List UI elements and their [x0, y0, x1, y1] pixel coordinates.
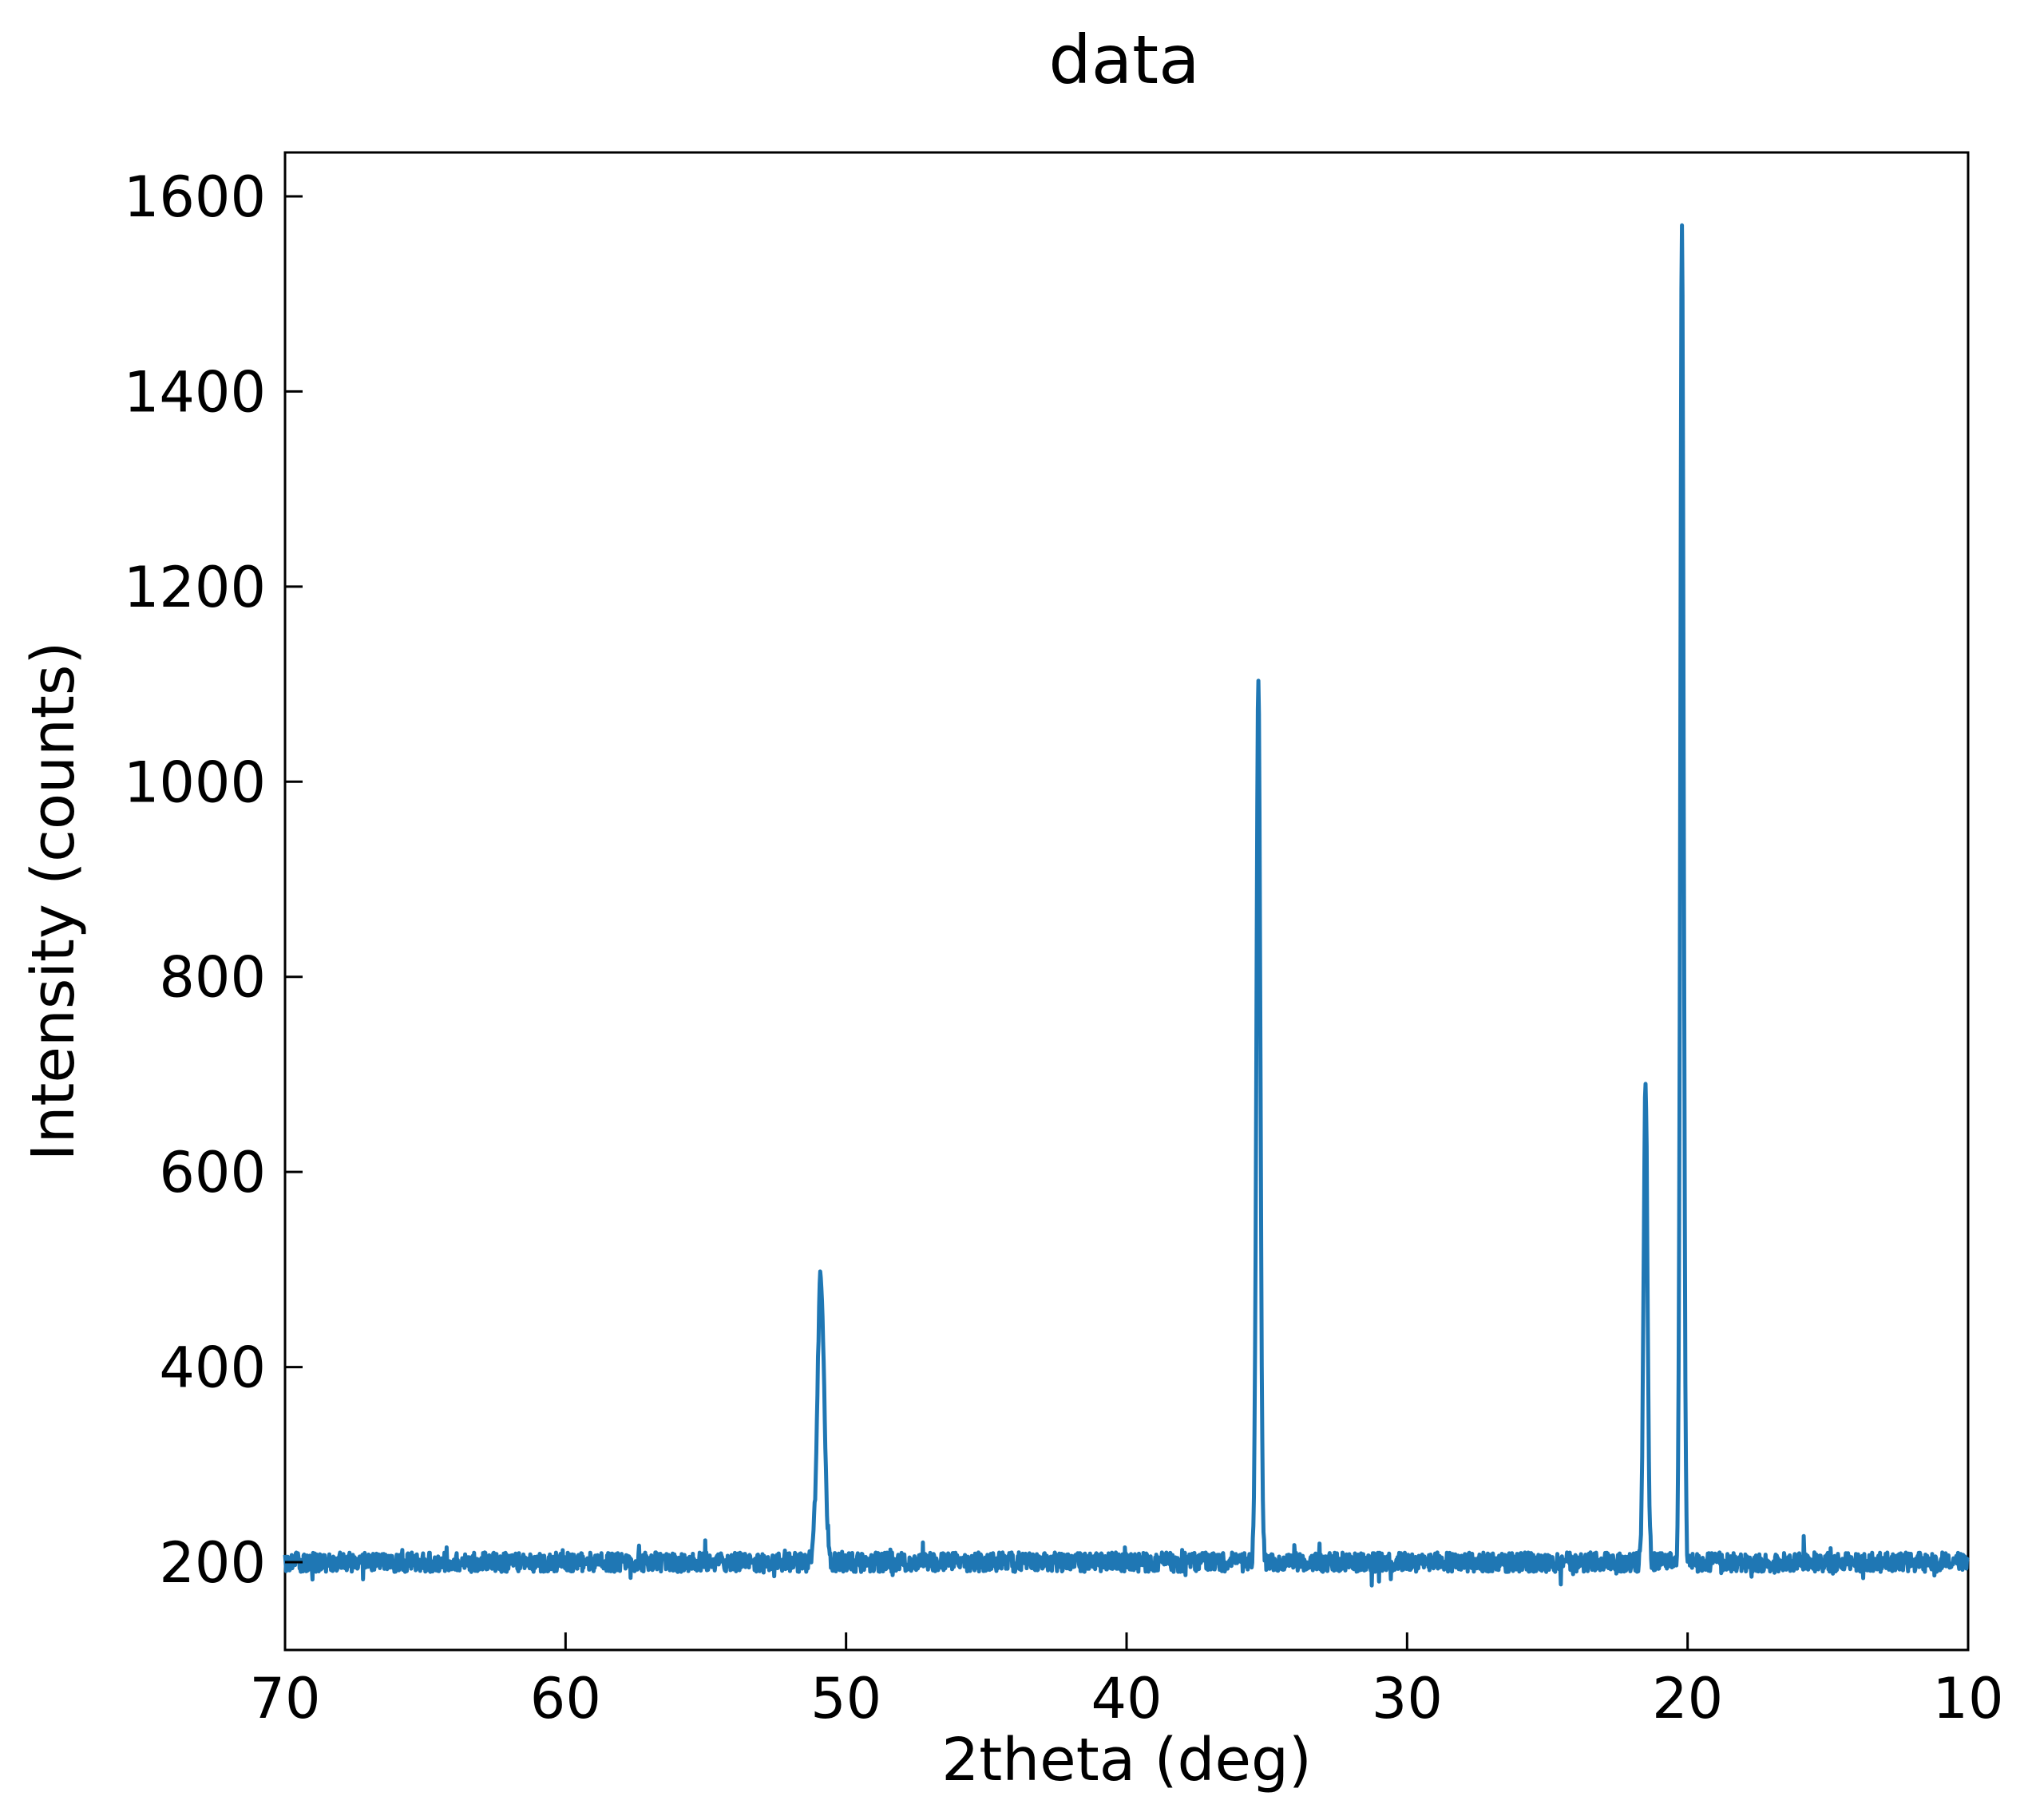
chart-title: data — [1048, 21, 1199, 99]
x-tick-label: 20 — [1652, 1666, 1723, 1731]
x-tick-label: 10 — [1932, 1666, 2003, 1731]
series-line — [283, 223, 1970, 1588]
x-axis-label: 2theta (deg) — [941, 1726, 1312, 1794]
y-tick-label: 1200 — [124, 555, 266, 620]
plot-frame — [283, 151, 1970, 1652]
y-tick-label: 1000 — [124, 750, 266, 815]
x-tick-label: 70 — [249, 1666, 320, 1731]
x-tick-label: 60 — [530, 1666, 601, 1731]
y-axis-label: Intensity (counts) — [19, 642, 88, 1161]
y-tick-label: 600 — [159, 1140, 266, 1205]
y-tick-label: 1600 — [124, 164, 266, 230]
y-tick-label: 800 — [159, 945, 266, 1011]
x-axis-ticks: 70 60 50 40 30 20 10 — [249, 1632, 2004, 1731]
y-axis-ticks: 200 400 600 800 1000 1200 1400 1600 — [124, 164, 303, 1596]
x-tick-label: 30 — [1372, 1666, 1443, 1731]
y-tick-label: 200 — [159, 1530, 266, 1596]
x-tick-label: 40 — [1091, 1666, 1162, 1731]
y-tick-label: 1400 — [124, 359, 266, 425]
x-tick-label: 50 — [810, 1666, 881, 1731]
plot-area — [283, 151, 1970, 1652]
y-tick-label: 400 — [159, 1335, 266, 1401]
